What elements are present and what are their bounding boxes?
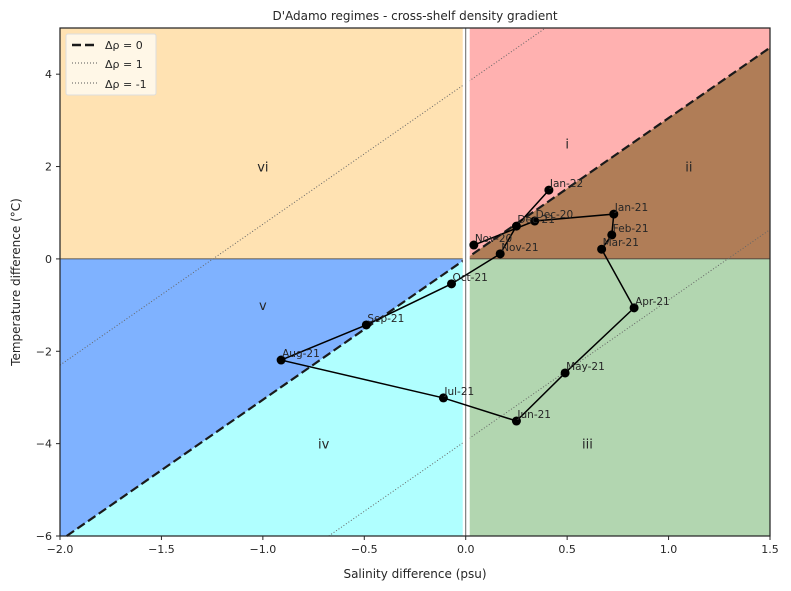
data-point-Jan-22 xyxy=(544,185,554,195)
data-label-Sep-21: Sep-21 xyxy=(367,313,404,325)
regime-regions xyxy=(60,28,770,536)
data-label-Dec-20: Dec-20 xyxy=(536,209,573,221)
x-axis-label: Salinity difference (psu) xyxy=(343,567,486,581)
legend-label-0: Δρ = 0 xyxy=(105,39,143,52)
zero-salinity-gap xyxy=(462,28,470,536)
x-tick-label: −1.0 xyxy=(249,543,276,556)
data-label-May-21: May-21 xyxy=(566,361,605,373)
y-tick-label: −4 xyxy=(36,438,52,451)
x-tick-label: 1.5 xyxy=(761,543,779,556)
data-label-Jun-21: Jun-21 xyxy=(516,409,551,421)
data-point-Jul-21 xyxy=(438,393,448,403)
x-tick-label: −1.5 xyxy=(148,543,175,556)
data-label-Jan-21: Jan-21 xyxy=(614,202,648,214)
data-label-Jan-22: Jan-22 xyxy=(549,178,583,190)
data-label-Aug-21: Aug-21 xyxy=(282,348,320,360)
region-label-vi: vi xyxy=(257,161,268,176)
y-tick-label: 4 xyxy=(45,68,52,81)
data-point-Jun-21 xyxy=(511,416,521,426)
axis-ticks: −2.0 −1.5 −1.0 −0.5 0.0 0.5 1.0 1.5 −6 −4 −2 0 2 4 xyxy=(36,68,779,556)
region-iii xyxy=(465,258,770,536)
legend-label-2: Δρ = -1 xyxy=(105,78,147,91)
y-tick-label: −2 xyxy=(36,345,52,358)
y-tick-label: −6 xyxy=(36,530,52,543)
data-series: Nov-20 Dec-20 Jan-21 Feb-21 Mar-21 Apr-21 May-… xyxy=(276,178,670,426)
data-point-Nov-20 xyxy=(469,240,479,250)
region-label-iii: iii xyxy=(582,438,593,453)
chart-title: D'Adamo regimes - cross-shelf density gr… xyxy=(272,9,557,23)
data-point-Jan-21 xyxy=(609,209,619,219)
region-label-i: i xyxy=(565,137,569,152)
region-label-iv: iv xyxy=(318,438,330,453)
x-tick-label: 0.0 xyxy=(457,543,475,556)
plot-frame xyxy=(59,27,771,537)
x-tick-label: 1.0 xyxy=(660,543,678,556)
reference-line-2 xyxy=(328,229,771,537)
data-point-Feb-21 xyxy=(607,230,617,240)
data-label-Mar-21: Mar-21 xyxy=(603,237,639,249)
data-label-Nov-21: Nov-21 xyxy=(501,242,538,254)
y-tick-label: 0 xyxy=(45,253,52,266)
data-point-Sep-21 xyxy=(361,320,371,330)
legend-label-1: Δρ = 1 xyxy=(105,58,143,71)
data-point-Aug-21 xyxy=(276,355,286,365)
x-tick-label: −2.0 xyxy=(47,543,74,556)
data-label-Dec-21: Dec-21 xyxy=(517,214,554,226)
data-point-Apr-21 xyxy=(629,303,639,313)
data-point-Mar-21 xyxy=(597,244,607,254)
region-label-v: v xyxy=(259,299,267,314)
region-i xyxy=(465,28,770,259)
region-label-ii: ii xyxy=(685,161,692,176)
data-label-Nov-20: Nov-20 xyxy=(475,233,512,245)
legend: Δρ = 0 Δρ = 1 Δρ = -1 xyxy=(65,33,157,96)
data-point-May-21 xyxy=(560,368,570,378)
data-point-Dec-20 xyxy=(530,216,540,226)
data-point-Oct-21 xyxy=(447,279,457,289)
region-vi xyxy=(60,28,466,259)
data-label-Apr-21: Apr-21 xyxy=(635,296,670,308)
x-tick-label: −0.5 xyxy=(351,543,378,556)
data-point-Nov-21 xyxy=(495,249,505,259)
data-point-Dec-21 xyxy=(511,221,521,231)
y-tick-label: 2 xyxy=(45,161,52,174)
y-axis-label: Temperature difference (°C) xyxy=(9,198,23,367)
data-label-Jul-21: Jul-21 xyxy=(443,386,474,398)
legend-box xyxy=(65,33,157,96)
data-label-Oct-21: Oct-21 xyxy=(453,272,488,284)
x-tick-label: 0.5 xyxy=(558,543,576,556)
data-label-Feb-21: Feb-21 xyxy=(613,223,649,235)
